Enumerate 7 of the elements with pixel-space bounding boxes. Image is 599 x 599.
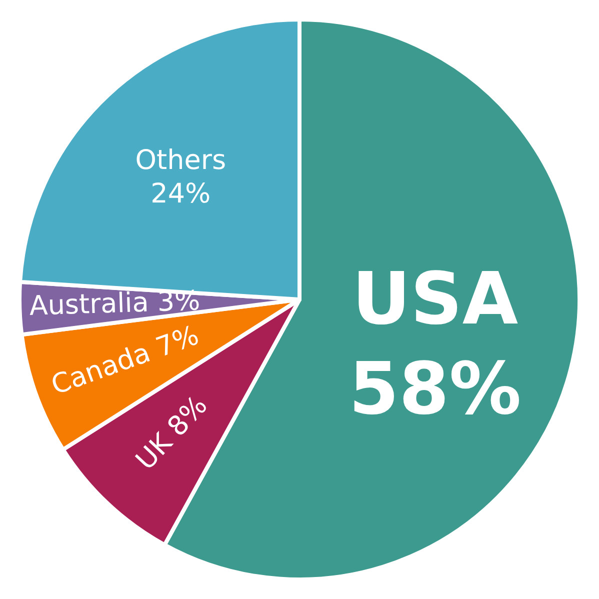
slice-label: Australia [28,288,150,322]
data-label: 7% [152,320,204,364]
slice-label: Others [135,144,226,176]
slice-label: USA [352,256,518,341]
slice-label: Canada [47,338,155,402]
data-label: 58% [348,346,522,431]
data-label: 24% [150,178,211,210]
